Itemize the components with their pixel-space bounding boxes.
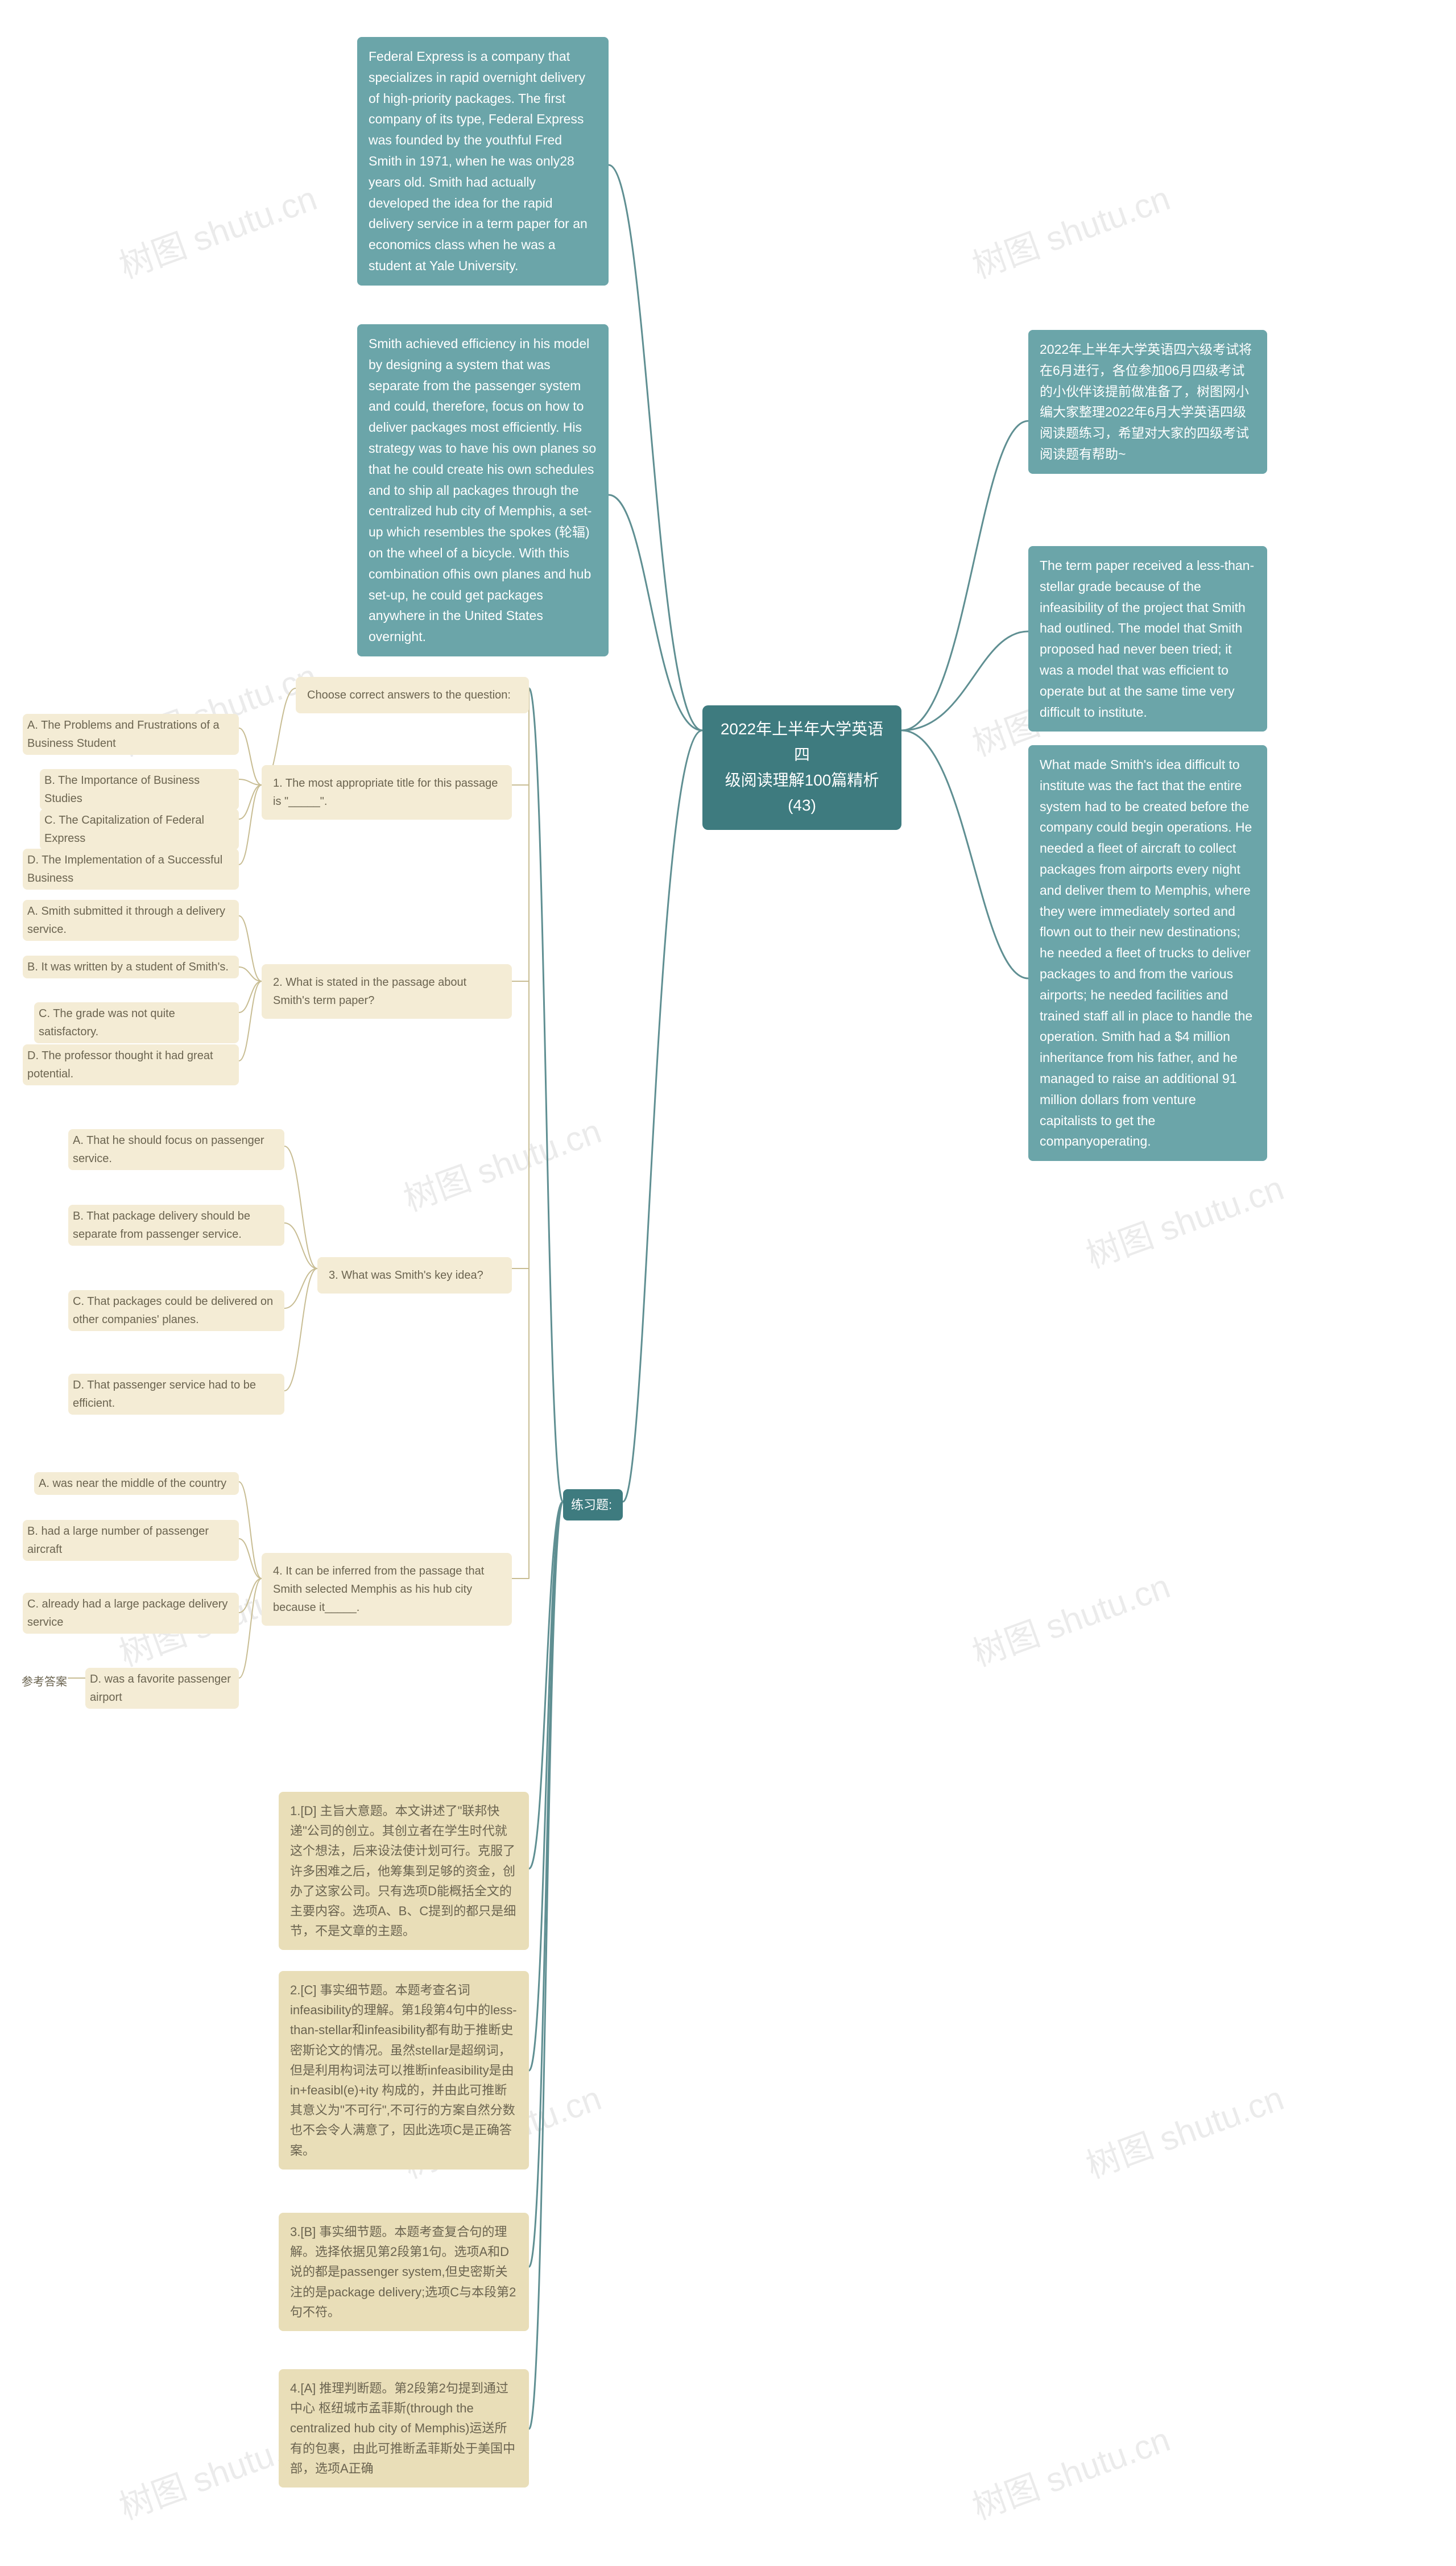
watermark: 树图 shutu.cn xyxy=(965,1559,1176,1676)
q2-option-b[interactable]: B. It was written by a student of Smith'… xyxy=(23,956,239,978)
q1-option-d[interactable]: D. The Implementation of a Successful Bu… xyxy=(23,849,239,890)
answer-4[interactable]: 4.[A] 推理判断题。第2段第2句提到通过中心 枢纽城市孟菲斯(through… xyxy=(279,2369,529,2488)
center-title-line2: 级阅读理解100篇精析(43) xyxy=(725,771,879,815)
center-node[interactable]: 2022年上半年大学英语四 级阅读理解100篇精析(43) xyxy=(702,705,901,830)
answer-2[interactable]: 2.[C] 事实细节题。本题考查名词infeasibility的理解。第1段第4… xyxy=(279,1971,529,2170)
q3-option-b[interactable]: B. That package delivery should be separ… xyxy=(68,1205,284,1246)
watermark: 树图 shutu.cn xyxy=(396,1104,607,1221)
right-para2[interactable]: The term paper received a less-than-stel… xyxy=(1028,546,1267,732)
q2-stem[interactable]: 2. What is stated in the passage about S… xyxy=(262,964,512,1019)
center-title-line1: 2022年上半年大学英语四 xyxy=(721,720,883,763)
practice-label[interactable]: 练习题: xyxy=(563,1489,623,1520)
left-para4[interactable]: Smith achieved efficiency in his model b… xyxy=(357,324,609,656)
q1-option-b[interactable]: B. The Importance of Business Studies xyxy=(40,769,239,810)
q3-option-c[interactable]: C. That packages could be delivered on o… xyxy=(68,1290,284,1331)
watermark: 树图 shutu.cn xyxy=(1078,1160,1289,1278)
q4-option-a[interactable]: A. was near the middle of the country xyxy=(34,1472,239,1495)
q3-stem[interactable]: 3. What was Smith's key idea? xyxy=(317,1257,512,1294)
mindmap-canvas: 树图 shutu.cn 树图 shutu.cn 树图 shutu.cn 树图 s… xyxy=(0,0,1456,2566)
q1-option-c[interactable]: C. The Capitalization of Federal Express xyxy=(40,809,239,850)
q1-stem[interactable]: 1. The most appropriate title for this p… xyxy=(262,765,512,820)
watermark: 树图 shutu.cn xyxy=(1078,2071,1289,2188)
q4-option-b[interactable]: B. had a large number of passenger aircr… xyxy=(23,1520,239,1561)
q4-stem[interactable]: 4. It can be inferred from the passage t… xyxy=(262,1553,512,1626)
q2-option-a[interactable]: A. Smith submitted it through a delivery… xyxy=(23,900,239,941)
answer-1[interactable]: 1.[D] 主旨大意题。本文讲述了"联邦快递"公司的创立。其创立者在学生时代就这… xyxy=(279,1792,529,1950)
watermark: 树图 shutu.cn xyxy=(965,2412,1176,2529)
right-para3[interactable]: What made Smith's idea difficult to inst… xyxy=(1028,745,1267,1161)
q3-option-d[interactable]: D. That passenger service had to be effi… xyxy=(68,1374,284,1415)
choose-label[interactable]: Choose correct answers to the question: xyxy=(296,677,529,713)
q3-option-a[interactable]: A. That he should focus on passenger ser… xyxy=(68,1129,284,1170)
q4-option-d[interactable]: D. was a favorite passenger airport xyxy=(85,1668,239,1709)
q2-option-c[interactable]: C. The grade was not quite satisfactory. xyxy=(34,1002,239,1043)
q2-option-d[interactable]: D. The professor thought it had great po… xyxy=(23,1044,239,1085)
answer-3[interactable]: 3.[B] 事实细节题。本题考查复合句的理解。选择依据见第2段第1句。选项A和D… xyxy=(279,2213,529,2331)
answers-label: 参考答案 xyxy=(17,1670,72,1691)
q4-option-c[interactable]: C. already had a large package delivery … xyxy=(23,1593,239,1634)
q1-option-a[interactable]: A. The Problems and Frustrations of a Bu… xyxy=(23,714,239,755)
left-para1[interactable]: Federal Express is a company that specia… xyxy=(357,37,609,286)
watermark: 树图 shutu.cn xyxy=(111,171,322,288)
watermark: 树图 shutu.cn xyxy=(965,171,1176,288)
right-intro[interactable]: 2022年上半年大学英语四六级考试将在6月进行，各位参加06月四级考试的小伙伴该… xyxy=(1028,330,1267,474)
